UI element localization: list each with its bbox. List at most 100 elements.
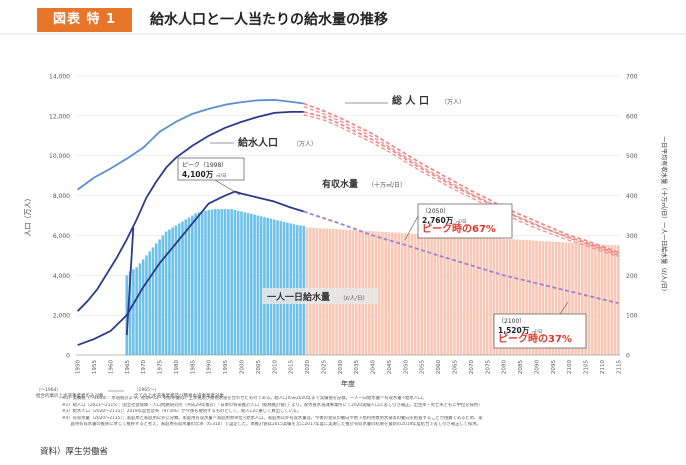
per-capita-bar-projected: [508, 239, 512, 355]
annotation-box: [417, 203, 513, 239]
figure-tag: 図表 特 1: [37, 8, 132, 32]
x-tick-label: 2115: [616, 359, 622, 374]
x-tick-label: 2090: [534, 359, 540, 374]
figure-header: 図表 特 1 給水人口と一人当たりの給水量の推移: [0, 0, 686, 35]
projection-line-double: [303, 114, 619, 257]
x-tick-label: 2025: [321, 359, 327, 374]
per-capita-bar-projected: [518, 239, 522, 355]
x-tick-label: 1990: [207, 359, 213, 374]
x-tick-label: 1950: [76, 359, 82, 374]
per-capita-bar-projected: [541, 241, 545, 355]
total-pop-label: 総 人 口: [392, 94, 429, 107]
x-tick-label: 2045: [387, 359, 393, 374]
per-capita-bar-projected: [528, 240, 532, 355]
per-capita-bar-projected: [485, 237, 489, 355]
per-capita-bar: [236, 210, 240, 355]
x-tick-label: 1965: [125, 359, 131, 374]
per-capita-bar: [263, 217, 266, 355]
x-tick-label: 2060: [436, 359, 442, 374]
y-left-tick-label: 2,000: [53, 313, 70, 320]
per-capita-bar-projected: [423, 234, 427, 355]
per-capita-bar: [164, 231, 168, 355]
per-capita-bar-projected: [538, 240, 542, 355]
per-capita-bar-projected: [417, 233, 420, 355]
per-capita-bar-projected: [479, 237, 483, 355]
per-capita-bar-projected: [433, 234, 437, 355]
projection-line: [303, 110, 619, 255]
per-capita-bar-projected: [384, 231, 387, 355]
per-capita-bar-projected: [492, 238, 496, 355]
per-capita-bar: [227, 209, 230, 355]
per-capita-bar: [276, 220, 279, 355]
figure-title: 給水人口と一人当たりの給水量の推移: [150, 12, 388, 28]
per-capita-bar: [171, 227, 174, 355]
per-capita-bar-projected: [377, 231, 381, 355]
annotation-percent: ピーク時の67%: [422, 222, 496, 235]
y-left-tick-label: 14,000: [49, 74, 70, 81]
x-tick-label: 2000: [239, 359, 245, 374]
y-left-axis-label: 人口（万人）: [24, 195, 32, 237]
per-capita-unit: （ℓ/人/日）: [340, 295, 368, 302]
per-capita-bar: [259, 216, 263, 355]
per-capita-bar-projected: [567, 242, 571, 355]
x-tick-label: 2065: [453, 359, 459, 374]
per-capita-bar-projected: [617, 245, 620, 355]
per-capita-bar-projected: [426, 234, 430, 355]
per-capita-bar: [217, 209, 220, 355]
per-capita-bar-projected: [390, 232, 394, 355]
per-capita-bar: [135, 267, 138, 355]
per-capita-bar: [154, 243, 158, 355]
per-capita-bar: [158, 239, 161, 355]
leader-line: [559, 301, 569, 315]
per-capita-bar-projected: [463, 236, 466, 355]
source-note: 資料）厚生労働省: [40, 447, 109, 457]
series-lines: [76, 99, 619, 346]
per-capita-bar-projected: [453, 235, 456, 355]
annotation-value: 4,100万: [182, 170, 214, 179]
supply-pop-label: 給水人口: [238, 136, 278, 149]
per-capita-bar: [177, 223, 181, 355]
per-capita-bar: [194, 213, 197, 355]
per-capita-bar: [269, 218, 273, 355]
per-capita-bar-projected: [436, 235, 440, 355]
x-tick-label: 2055: [420, 359, 426, 374]
per-capita-bar: [200, 211, 204, 355]
per-capita-bar: [138, 263, 142, 355]
per-capita-bar: [223, 209, 227, 355]
per-capita-bar-projected: [577, 243, 581, 355]
per-capita-bar-projected: [499, 238, 502, 355]
per-capita-bar-projected: [571, 242, 574, 355]
per-capita-bar-projected: [449, 235, 453, 355]
x-tick-label: 2080: [502, 359, 508, 374]
per-capita-bar-projected: [407, 233, 410, 355]
x-tick-label: 1960: [108, 359, 114, 374]
annotation-unit: ㎥/日: [456, 218, 467, 225]
footnote: ※3）給水人口（2020～2115）：2019年度普及率（97.8%）が今後も継…: [62, 409, 302, 415]
per-capita-bar: [246, 213, 250, 355]
per-capita-bar: [141, 259, 145, 355]
x-tick-label: 1970: [141, 359, 147, 374]
leader-line: [214, 179, 241, 196]
y-right-tick-label: 500: [626, 153, 638, 160]
projection-line-double: [303, 105, 619, 256]
per-capita-bar: [161, 235, 165, 355]
leader-line: [404, 215, 419, 241]
per-capita-bar-projected: [564, 242, 568, 355]
x-tick-label: 2030: [338, 359, 344, 374]
x-tick-label: 1985: [190, 359, 196, 374]
x-tick-label: 1980: [174, 359, 180, 374]
annotation-box: [493, 313, 587, 349]
per-capita-bar-projected: [512, 239, 515, 355]
per-capita-label: 一人一日給水量: [267, 291, 330, 303]
x-tick-label: 2095: [551, 359, 557, 374]
x-tick-label: 2100: [567, 359, 573, 374]
annotation-title: （2050）: [422, 208, 449, 215]
x-tick-label: 1995: [223, 359, 229, 374]
per-capita-bar-projected: [515, 239, 519, 355]
per-capita-bar: [132, 269, 135, 355]
per-capita-bar-projected: [548, 241, 551, 355]
per-capita-bar-projected: [600, 244, 604, 355]
per-capita-bar: [145, 255, 148, 355]
per-capita-bar: [210, 209, 214, 355]
y-right-tick-label: 300: [626, 233, 638, 240]
